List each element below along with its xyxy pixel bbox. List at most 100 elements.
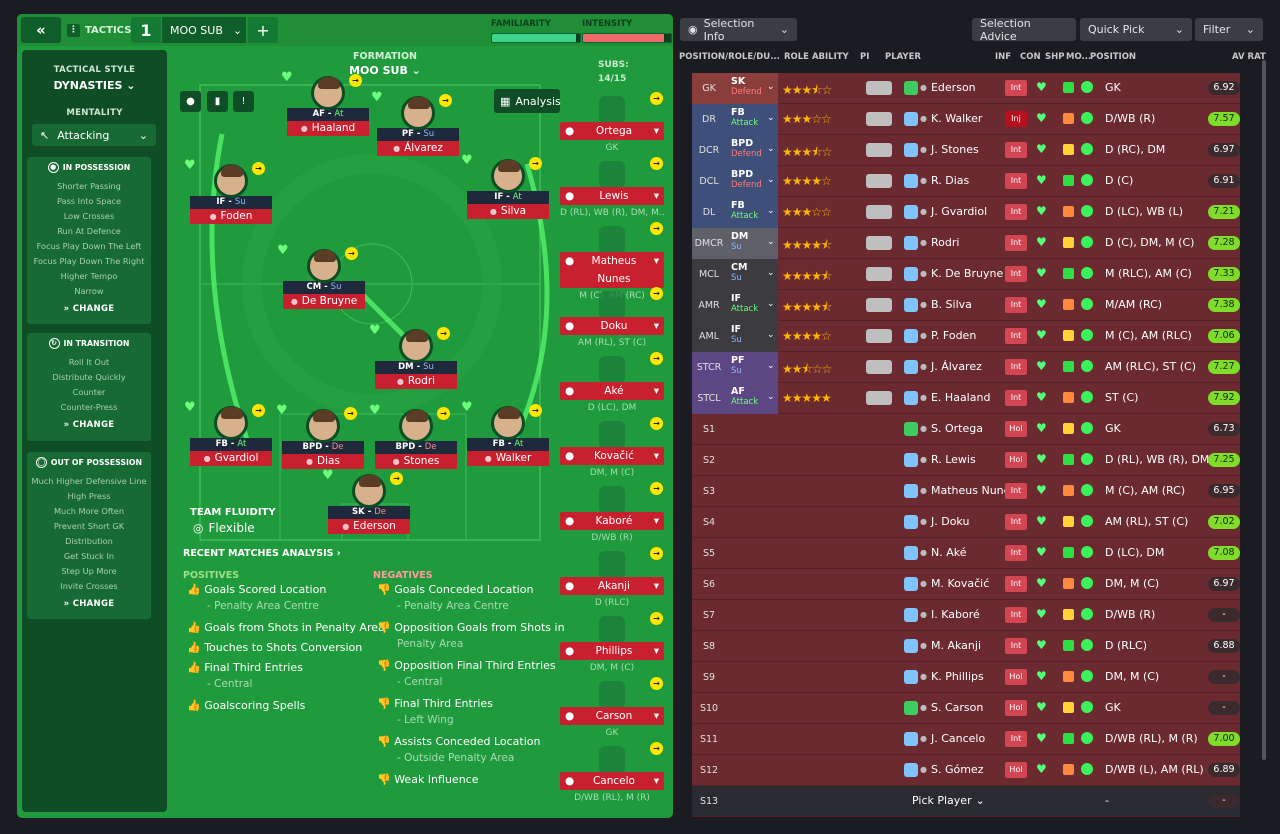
player-instructions-icon[interactable] <box>866 236 892 250</box>
sub-player[interactable]: ● Akanji ▾ D (RLC) → <box>560 547 664 608</box>
row-role[interactable]: PF Su <box>726 352 778 383</box>
table-row[interactable]: S12 ● S. Gómez Hol ♥ D/WB (L), AM (RL) 6.89 <box>692 755 1240 786</box>
row-player[interactable]: ● J. Gvardiol <box>920 205 987 218</box>
row-player[interactable]: ● K. Phillips <box>920 670 984 683</box>
row-role[interactable]: SK Defend <box>726 73 778 104</box>
row-player[interactable]: ● K. Walker <box>920 112 982 125</box>
row-player[interactable]: ● S. Gómez <box>920 763 983 776</box>
row-player[interactable]: ● R. Dias <box>920 174 969 187</box>
header-mo[interactable]: MO... <box>1066 52 1092 62</box>
table-row[interactable]: STCL AF Attack ⌄ ★★★★★ ● E. Haaland Int ♥ ST (C) 7… <box>692 383 1240 414</box>
header-shp[interactable]: SHP <box>1045 52 1065 62</box>
pitch-player[interactable]: BPD - De ● Stones <box>375 409 457 469</box>
row-role[interactable]: FB Attack <box>726 197 778 228</box>
table-row[interactable]: DCL BPD Defend ⌄ ★★★★☆ ● R. Dias Int ♥ D (C) 6.91 <box>692 166 1240 197</box>
table-row[interactable]: S5 ● N. Aké Int ♥ D (LC), DM 7.08 <box>692 538 1240 569</box>
header-role-ability[interactable]: ROLE ABILITY <box>784 52 849 62</box>
row-player[interactable]: ● P. Foden <box>920 329 976 342</box>
table-row[interactable]: S3 ● Matheus Nunes Int ♥ M (C), AM (RC) 6.95 <box>692 476 1240 507</box>
table-row[interactable]: AML IF Su ⌄ ★★★★☆ ● P. Foden Int ♥ M (C), AM (RLC… <box>692 321 1240 352</box>
row-player[interactable]: ● R. Lewis <box>920 453 976 466</box>
table-row[interactable]: S6 ● M. Kovačić Int ♥ DM, M (C) 6.97 <box>692 569 1240 600</box>
row-role[interactable]: DM Su <box>726 228 778 259</box>
table-row[interactable]: S7 ● I. Kaboré Int ♥ D/WB (R) - <box>692 600 1240 631</box>
header-con[interactable]: CON <box>1020 52 1041 62</box>
header-av-rat[interactable]: AV RAT <box>1232 52 1266 62</box>
chevron-down-icon[interactable]: ⌄ <box>767 82 775 92</box>
row-player[interactable]: ● B. Silva <box>920 298 972 311</box>
table-row[interactable]: DL FB Attack ⌄ ★★★☆☆ ● J. Gvardiol Int ♥ D (LC), … <box>692 197 1240 228</box>
pitch-player[interactable]: AF - At ● Haaland <box>287 76 369 136</box>
sub-player[interactable]: ● Cancelo ▾ D/WB (RL), M (R) → <box>560 742 664 803</box>
pitch-player[interactable]: IF - At ● Silva <box>467 159 549 219</box>
table-row[interactable]: DR FB Attack ⌄ ★★★☆☆ ● K. Walker Inj ♥ D/WB (R) 7.… <box>692 104 1240 135</box>
table-row[interactable]: DCR BPD Defend ⌄ ★★★⯪☆ ● J. Stones Int ♥ D (RC), … <box>692 135 1240 166</box>
table-row[interactable]: STCR PF Su ⌄ ★★⯪☆☆ ● J. Álvarez Int ♥ AM (RLC), S… <box>692 352 1240 383</box>
row-player[interactable]: ● S. Carson <box>920 701 983 714</box>
player-instructions-icon[interactable] <box>866 267 892 281</box>
mentality-dropdown[interactable]: ↖ Attacking ⌄ <box>32 124 156 146</box>
row-player[interactable]: ● M. Kovačić <box>920 577 989 590</box>
scrollbar[interactable] <box>1262 60 1266 760</box>
chevron-down-icon[interactable]: ⌄ <box>767 268 775 278</box>
table-row[interactable]: S4 ● J. Doku Int ♥ AM (RL), ST (C) 7.02 <box>692 507 1240 538</box>
player-instructions-icon[interactable] <box>866 360 892 374</box>
tactic-slot-number[interactable]: 1 <box>131 17 161 43</box>
table-row[interactable]: AMR IF Attack ⌄ ★★★★⯪ ● B. Silva Int ♥ M/AM (RC) 7… <box>692 290 1240 321</box>
chevron-down-icon[interactable]: ⌄ <box>767 113 775 123</box>
chevron-down-icon[interactable]: ⌄ <box>767 299 775 309</box>
row-player[interactable]: ● I. Kaboré <box>920 608 980 621</box>
analysis-button[interactable]: ▦ Analysis <box>494 89 561 113</box>
row-role[interactable]: CM Su <box>726 259 778 290</box>
chevron-down-icon[interactable]: ⌄ <box>767 237 775 247</box>
row-role[interactable]: IF Su <box>726 321 778 352</box>
sub-player[interactable]: ● Ortega ▾ GK → <box>560 92 664 153</box>
out-of-possession-change-button[interactable]: » CHANGE <box>63 599 115 609</box>
add-tactic-button[interactable]: + <box>248 17 278 43</box>
row-player[interactable]: ● Rodri <box>920 236 959 249</box>
row-player[interactable]: ● J. Cancelo <box>920 732 985 745</box>
sub-player[interactable]: ● Aké ▾ D (LC), DM → <box>560 352 664 413</box>
row-role[interactable]: BPD Defend <box>726 135 778 166</box>
chevron-down-icon[interactable]: ⌄ <box>767 175 775 185</box>
header-player[interactable]: PLAYER <box>885 52 921 62</box>
table-row[interactable]: S2 ● R. Lewis Hol ♥ D (RL), WB (R), DM,... 7.2… <box>692 445 1240 476</box>
pitch-player[interactable]: PF - Su ● Álvarez <box>377 96 459 156</box>
header-inf[interactable]: INF <box>995 52 1012 62</box>
stats-view-button[interactable]: ▮ <box>207 91 228 112</box>
table-row[interactable]: S9 ● K. Phillips Hol ♥ DM, M (C) - <box>692 662 1240 693</box>
header-pi[interactable]: PI <box>860 52 870 62</box>
table-row[interactable]: DMCR DM Su ⌄ ★★★★⯪ ● Rodri Int ♥ D (C), DM, M (C)… <box>692 228 1240 259</box>
chevron-down-icon[interactable]: ⌄ <box>767 330 775 340</box>
row-player[interactable]: ● S. Ortega <box>920 422 983 435</box>
row-player[interactable]: ● E. Haaland <box>920 391 990 404</box>
table-row[interactable]: S10 ● S. Carson Hol ♥ GK - <box>692 693 1240 724</box>
pick-player-dropdown[interactable]: Pick Player ⌄ <box>912 794 985 807</box>
back-button[interactable]: « <box>21 17 61 43</box>
table-row[interactable]: S1 ● S. Ortega Hol ♥ GK 6.73 <box>692 414 1240 445</box>
row-player[interactable]: ● M. Akanji <box>920 639 981 652</box>
recent-matches-analysis-link[interactable]: RECENT MATCHES ANALYSIS › <box>183 548 341 559</box>
header-position[interactable]: POSITION/ROLE/DU... <box>679 52 780 62</box>
row-role[interactable]: FB Attack <box>726 104 778 135</box>
row-player[interactable]: ● J. Stones <box>920 143 979 156</box>
row-player[interactable]: ● J. Álvarez <box>920 360 982 373</box>
row-player[interactable]: ● Ederson <box>920 81 976 94</box>
alert-view-button[interactable]: ! <box>233 91 254 112</box>
pitch-player[interactable]: DM - Su ● Rodri <box>375 329 457 389</box>
tactic-name-dropdown[interactable]: MOO SUB ⌄ <box>162 17 246 43</box>
selection-info-dropdown[interactable]: ◉ Selection Info ⌄ <box>680 17 797 43</box>
sub-player[interactable]: ● Kaboré ▾ D/WB (R) → <box>560 482 664 543</box>
filter-dropdown[interactable]: Filter ⌄ <box>1195 18 1263 41</box>
tactical-style-dropdown[interactable]: DYNASTIES ⌄ <box>53 79 136 92</box>
row-player[interactable]: ● K. De Bruyne <box>920 267 1003 280</box>
sub-player[interactable]: ● Doku ▾ AM (RL), ST (C) → <box>560 287 664 348</box>
sub-player[interactable]: ● Carson ▾ GK → <box>560 677 664 738</box>
chevron-down-icon[interactable]: ⌄ <box>767 392 775 402</box>
table-row[interactable]: GK SK Defend ⌄ ★★★⯪☆ ● Ederson Int ♥ GK 6.92 <box>692 73 1240 104</box>
chevron-down-icon[interactable]: ⌄ <box>767 361 775 371</box>
table-row[interactable]: S8 ● M. Akanji Int ♥ D (RLC) 6.88 <box>692 631 1240 662</box>
row-role[interactable]: BPD Defend <box>726 166 778 197</box>
selection-advice-button[interactable]: Selection Advice <box>972 17 1076 43</box>
header-player-position[interactable]: POSITION <box>1090 52 1137 62</box>
